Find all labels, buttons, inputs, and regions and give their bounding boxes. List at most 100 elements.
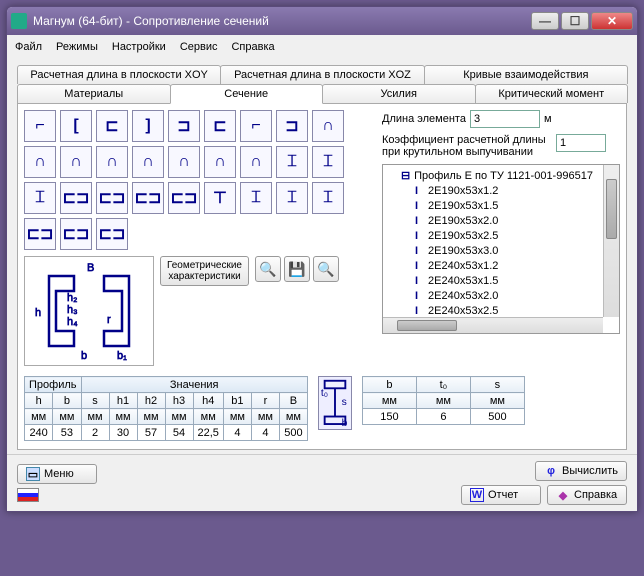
cell: B [279,393,307,409]
shape-palette: ⌐[⊏]⊐⊏⌐⊐∩∩∩∩∩∩∩∩⌶⌶⌶⊏⊐⊏⊐⊏⊐⊏⊐⊤⌶⌶⌶⊏⊐⊏⊐⊏⊐ [24,110,374,250]
shape-25[interactable]: ⌶ [276,182,308,214]
tab-forces[interactable]: Усилия [322,84,476,103]
save-icon[interactable]: 💾 [284,256,310,282]
shape-2[interactable]: ⊏ [96,110,128,142]
shape-18[interactable]: ⌶ [24,182,56,214]
menu-settings[interactable]: Настройки [112,41,166,53]
geometric-button[interactable]: Геометрические характеристики [160,256,249,286]
shape-27[interactable]: ⊏⊐ [24,218,56,250]
cell: h [25,393,53,409]
tree-scrollbar-h[interactable] [383,317,603,333]
shape-3[interactable]: ] [132,110,164,142]
cell: мм [137,409,165,425]
menu-file[interactable]: Файл [15,41,42,53]
svg-text:b: b [341,418,347,428]
coef-input[interactable] [556,134,606,152]
cell: h1 [109,393,137,409]
shape-24[interactable]: ⌶ [240,182,272,214]
tab-xoz[interactable]: Расчетная длина в плоскости XOZ [220,65,424,84]
tab-curves[interactable]: Кривые взаимодействия [424,65,628,84]
shape-6[interactable]: ⌐ [240,110,272,142]
plate-table: bt₀s мммммм 1506500 [362,376,525,425]
tree-collapse-icon[interactable]: ⊟ [401,169,411,184]
shape-16[interactable]: ⌶ [276,146,308,178]
svg-text:B: B [87,262,94,274]
shape-22[interactable]: ⊏⊐ [168,182,200,214]
shape-19[interactable]: ⊏⊐ [60,182,92,214]
cell: мм [109,409,137,425]
svg-text:h: h [35,307,41,319]
cell: мм [416,393,470,409]
tree-item[interactable]: I 2Е190х53х2.5 [415,229,615,244]
zoom-in-icon[interactable]: 🔍 [255,256,281,282]
cell: b [362,377,416,393]
tab-panel: ⌐[⊏]⊐⊏⌐⊐∩∩∩∩∩∩∩∩⌶⌶⌶⊏⊐⊏⊐⊏⊐⊏⊐⊤⌶⌶⌶⊏⊐⊏⊐⊏⊐ B [17,103,627,450]
tree-item[interactable]: I 2Е190х53х2.0 [415,214,615,229]
cell: 53 [53,425,81,441]
svg-text:h₃: h₃ [67,304,78,316]
shape-1[interactable]: [ [60,110,92,142]
tab-xoy[interactable]: Расчетная длина в плоскости XOY [17,65,221,84]
shape-17[interactable]: ⌶ [312,146,344,178]
tab-section[interactable]: Сечение [170,84,324,104]
profile-icon: I [415,289,425,304]
shape-14[interactable]: ∩ [204,146,236,178]
report-button[interactable]: WОтчет [461,485,541,505]
cell: мм [251,409,279,425]
cell: h4 [193,393,223,409]
tree-item[interactable]: I 2Е240х53х1.2 [415,259,615,274]
tree-item[interactable]: I 2Е240х53х1.5 [415,274,615,289]
tree-item[interactable]: I 2Е240х53х2.0 [415,289,615,304]
length-input[interactable] [470,110,540,128]
tab-materials[interactable]: Материалы [17,84,171,103]
app-icon [11,13,27,29]
menu-button[interactable]: ▭Меню [17,464,97,484]
titlebar[interactable]: Магнум (64-бит) - Сопротивление сечений … [7,7,637,35]
shape-13[interactable]: ∩ [168,146,200,178]
svg-text:h₄: h₄ [67,316,78,328]
shape-5[interactable]: ⊏ [204,110,236,142]
cell: мм [165,409,193,425]
shape-4[interactable]: ⊐ [168,110,200,142]
shape-9[interactable]: ∩ [24,146,56,178]
compute-button[interactable]: φВычислить [535,461,627,481]
profile-tree[interactable]: ⊟ Профиль Е по ТУ 1121-001-996517 I 2Е19… [382,164,620,334]
svg-text:h₂: h₂ [67,292,77,304]
tree-item[interactable]: I 2Е190х53х1.5 [415,199,615,214]
shape-12[interactable]: ∩ [132,146,164,178]
tree-item[interactable]: I 2Е190х53х3.0 [415,244,615,259]
tree-scrollbar-v[interactable] [603,165,619,317]
shape-7[interactable]: ⊐ [276,110,308,142]
menu-service[interactable]: Сервис [180,41,218,53]
menu-modes[interactable]: Режимы [56,41,98,53]
flag-icon[interactable] [17,488,39,502]
menu-icon: ▭ [26,467,40,481]
profile-icon: I [415,214,425,229]
shape-15[interactable]: ∩ [240,146,272,178]
shape-28[interactable]: ⊏⊐ [60,218,92,250]
svg-text:t₀: t₀ [321,388,328,399]
shape-11[interactable]: ∩ [96,146,128,178]
shape-10[interactable]: ∩ [60,146,92,178]
shape-29[interactable]: ⊏⊐ [96,218,128,250]
coef-label: Коэффициент расчетной длины при крутильн… [382,134,552,158]
shape-23[interactable]: ⊤ [204,182,236,214]
shape-20[interactable]: ⊏⊐ [96,182,128,214]
menu-help[interactable]: Справка [231,41,274,53]
close-button[interactable]: ✕ [591,12,633,30]
maximize-button[interactable]: ☐ [561,12,589,30]
profile-icon: I [415,244,425,259]
tree-item[interactable]: I 2Е190х53х1.2 [415,184,615,199]
help-button[interactable]: ◆Справка [547,485,627,505]
zoom-reset-icon[interactable]: 🔍 [313,256,339,282]
cell: h3 [165,393,193,409]
cell: мм [193,409,223,425]
tree-root[interactable]: Профиль Е по ТУ 1121-001-996517 [414,170,593,182]
shape-26[interactable]: ⌶ [312,182,344,214]
shape-0[interactable]: ⌐ [24,110,56,142]
shape-21[interactable]: ⊏⊐ [132,182,164,214]
minimize-button[interactable]: — [531,12,559,30]
shape-8[interactable]: ∩ [312,110,344,142]
cell: мм [81,409,109,425]
tab-critical[interactable]: Критический момент [475,84,629,103]
